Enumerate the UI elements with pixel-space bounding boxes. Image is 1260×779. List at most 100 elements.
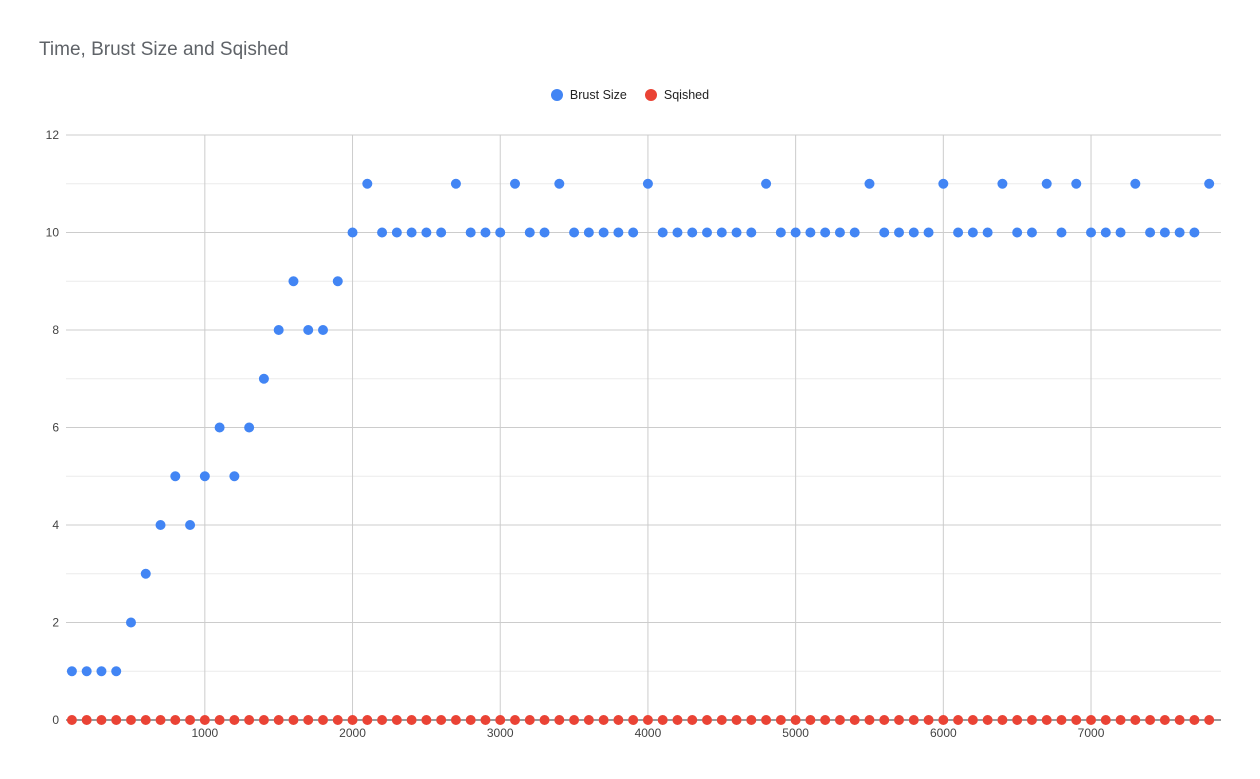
data-point-sqished[interactable] xyxy=(967,715,978,725)
data-point-sqished[interactable] xyxy=(657,715,668,725)
data-point-brust-size[interactable] xyxy=(1100,227,1111,238)
data-point-sqished[interactable] xyxy=(672,715,683,725)
data-point-sqished[interactable] xyxy=(495,715,506,725)
data-point-brust-size[interactable] xyxy=(421,227,432,238)
data-point-brust-size[interactable] xyxy=(185,520,196,530)
data-point-brust-size[interactable] xyxy=(81,666,92,677)
data-point-brust-size[interactable] xyxy=(111,666,122,677)
data-point-brust-size[interactable] xyxy=(244,422,255,433)
data-point-sqished[interactable] xyxy=(273,715,284,725)
data-point-brust-size[interactable] xyxy=(790,227,801,238)
data-point-sqished[interactable] xyxy=(229,715,240,725)
data-point-brust-size[interactable] xyxy=(1204,178,1215,189)
data-point-sqished[interactable] xyxy=(524,715,535,725)
data-point-sqished[interactable] xyxy=(894,715,905,725)
data-point-brust-size[interactable] xyxy=(465,227,476,238)
data-point-brust-size[interactable] xyxy=(702,227,713,238)
data-point-sqished[interactable] xyxy=(347,715,358,725)
data-point-sqished[interactable] xyxy=(775,715,786,725)
data-point-sqished[interactable] xyxy=(450,715,461,725)
data-point-brust-size[interactable] xyxy=(1189,227,1200,238)
data-point-sqished[interactable] xyxy=(539,715,550,725)
legend-item-sqished[interactable]: Sqished xyxy=(644,88,709,102)
data-point-brust-size[interactable] xyxy=(391,227,402,238)
data-point-brust-size[interactable] xyxy=(1026,227,1037,238)
data-point-brust-size[interactable] xyxy=(303,325,314,335)
data-point-sqished[interactable] xyxy=(1100,715,1111,725)
data-point-sqished[interactable] xyxy=(805,715,816,725)
data-point-sqished[interactable] xyxy=(761,715,772,725)
data-point-sqished[interactable] xyxy=(140,715,151,725)
legend-item-brust-size[interactable]: Brust Size xyxy=(550,88,627,102)
data-point-brust-size[interactable] xyxy=(332,276,343,287)
data-point-sqished[interactable] xyxy=(687,715,698,725)
data-point-brust-size[interactable] xyxy=(273,325,284,335)
data-point-sqished[interactable] xyxy=(96,715,107,725)
data-point-sqished[interactable] xyxy=(613,715,624,725)
data-point-brust-size[interactable] xyxy=(657,227,668,238)
data-point-sqished[interactable] xyxy=(953,715,964,725)
data-point-brust-size[interactable] xyxy=(66,666,77,677)
data-point-sqished[interactable] xyxy=(642,715,653,725)
data-point-sqished[interactable] xyxy=(332,715,343,725)
data-point-brust-size[interactable] xyxy=(775,227,786,238)
data-point-brust-size[interactable] xyxy=(214,422,225,433)
data-point-brust-size[interactable] xyxy=(554,178,565,189)
data-point-brust-size[interactable] xyxy=(569,227,580,238)
data-point-sqished[interactable] xyxy=(199,715,210,725)
data-point-sqished[interactable] xyxy=(1115,715,1126,725)
data-point-sqished[interactable] xyxy=(790,715,801,725)
data-point-brust-size[interactable] xyxy=(1012,227,1023,238)
data-point-brust-size[interactable] xyxy=(834,227,845,238)
data-point-brust-size[interactable] xyxy=(362,178,373,189)
data-point-sqished[interactable] xyxy=(258,715,269,725)
data-point-sqished[interactable] xyxy=(997,715,1008,725)
data-point-brust-size[interactable] xyxy=(495,227,506,238)
data-point-sqished[interactable] xyxy=(1145,715,1156,725)
data-point-sqished[interactable] xyxy=(185,715,196,725)
data-point-sqished[interactable] xyxy=(554,715,565,725)
data-point-sqished[interactable] xyxy=(820,715,831,725)
data-point-brust-size[interactable] xyxy=(199,471,210,482)
data-point-sqished[interactable] xyxy=(111,715,122,725)
data-point-sqished[interactable] xyxy=(1071,715,1082,725)
data-point-brust-size[interactable] xyxy=(347,227,358,238)
data-point-brust-size[interactable] xyxy=(125,617,136,628)
data-point-sqished[interactable] xyxy=(1159,715,1170,725)
data-point-brust-size[interactable] xyxy=(894,227,905,238)
data-point-sqished[interactable] xyxy=(406,715,417,725)
data-point-brust-size[interactable] xyxy=(613,227,624,238)
data-point-brust-size[interactable] xyxy=(628,227,639,238)
data-point-sqished[interactable] xyxy=(81,715,92,725)
data-point-brust-size[interactable] xyxy=(140,568,151,579)
data-point-brust-size[interactable] xyxy=(377,227,388,238)
data-point-sqished[interactable] xyxy=(377,715,388,725)
data-point-sqished[interactable] xyxy=(66,715,77,725)
data-point-sqished[interactable] xyxy=(834,715,845,725)
data-point-brust-size[interactable] xyxy=(908,227,919,238)
data-point-brust-size[interactable] xyxy=(864,178,875,189)
data-point-brust-size[interactable] xyxy=(258,373,269,384)
data-point-sqished[interactable] xyxy=(908,715,919,725)
data-point-sqished[interactable] xyxy=(731,715,742,725)
data-point-brust-size[interactable] xyxy=(539,227,550,238)
data-point-brust-size[interactable] xyxy=(317,325,328,335)
data-point-sqished[interactable] xyxy=(1086,715,1097,725)
data-point-sqished[interactable] xyxy=(569,715,580,725)
data-point-brust-size[interactable] xyxy=(510,178,521,189)
data-point-sqished[interactable] xyxy=(480,715,491,725)
data-point-brust-size[interactable] xyxy=(583,227,594,238)
data-point-sqished[interactable] xyxy=(864,715,875,725)
data-point-sqished[interactable] xyxy=(598,715,609,725)
data-point-sqished[interactable] xyxy=(1189,715,1200,725)
data-point-sqished[interactable] xyxy=(421,715,432,725)
data-point-sqished[interactable] xyxy=(1026,715,1037,725)
data-point-brust-size[interactable] xyxy=(229,471,240,482)
data-point-brust-size[interactable] xyxy=(288,276,299,287)
data-point-sqished[interactable] xyxy=(1056,715,1067,725)
data-point-brust-size[interactable] xyxy=(1130,178,1141,189)
data-point-brust-size[interactable] xyxy=(687,227,698,238)
data-point-brust-size[interactable] xyxy=(1145,227,1156,238)
data-point-brust-size[interactable] xyxy=(406,227,417,238)
data-point-sqished[interactable] xyxy=(244,715,255,725)
